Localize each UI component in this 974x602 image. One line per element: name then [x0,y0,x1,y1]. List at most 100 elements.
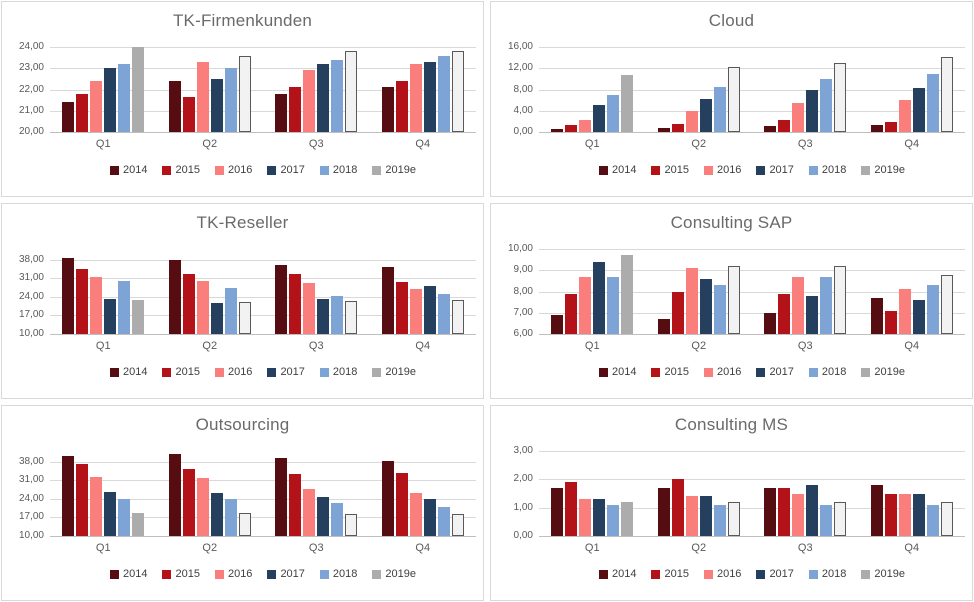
bar-q4-2019e [940,274,953,334]
x-axis-label-q3: Q3 [308,340,324,352]
chart-title: Consulting SAP [670,213,793,232]
bar-q3-2019e [345,514,358,536]
x-axis-labels: Q1 Q2 Q3 Q4 [539,542,965,554]
legend-item-2015: 2015 [651,568,689,580]
y-axis-labels: 38,00 31,00 24,00 17,00 10,00 [2,451,44,540]
bar-q2-2015 [182,96,195,132]
bar-q1-2019e [621,502,634,536]
bar-q2-2019e [238,55,251,132]
bar-q4-2014 [381,461,394,536]
bar-q2-2015 [182,468,195,536]
legend-swatch-2018 [808,165,818,175]
bar-group-q4 [859,47,966,132]
legend-swatch-2019e [861,165,871,175]
bar-q2-2018 [224,288,237,334]
x-axis-label-q1: Q1 [95,542,111,554]
y-axis-tick-label: 8,00 [513,285,533,297]
bar-q3-2019e [834,62,847,132]
legend-item-2014: 2014 [598,568,636,580]
bar-q2-2014 [657,487,670,536]
x-axis-labels: Q1 Q2 Q3 Q4 [539,340,965,352]
bar-q4-2017 [912,300,925,334]
chart-title: Cloud [708,11,755,30]
legend-swatch-2014 [109,165,119,175]
bar-q1-2019e [132,512,145,536]
legend-item-2017: 2017 [756,366,794,378]
legend-item-2019e: 2019e [861,164,905,176]
bar-q1-2016 [579,276,592,334]
bar-group-q3 [752,47,859,132]
legend-label-2014: 2014 [611,366,637,378]
gridline [50,498,476,500]
bar-q2-2017 [699,278,712,334]
bar-q3-2014 [764,125,777,132]
bar-q3-2018 [331,295,344,334]
bar-group-q2 [646,249,753,334]
bar-q1-2014 [62,456,75,536]
x-axis-label-q2: Q2 [202,340,218,352]
legend-label-2016: 2016 [227,568,253,580]
gridline [539,68,965,70]
bar-q1-2017 [104,298,117,334]
bar-q3-2014 [275,93,288,132]
bar-q1-2019e [132,47,145,132]
bar-q3-2016 [792,102,805,132]
legend-swatch-2015 [162,367,172,377]
legend-label-2016: 2016 [716,366,742,378]
y-axis-tick-label: 24,00 [18,492,44,504]
gridline [50,461,476,463]
bar-q1-2015 [76,463,89,536]
bar-q1-2014 [551,128,564,132]
bar-group-q4 [859,249,966,334]
bar-q4-2017 [423,498,436,536]
legend-item-2014: 2014 [109,366,147,378]
bar-q2-2016 [196,477,209,536]
bar-q3-2015 [778,487,791,536]
bar-q2-2016 [685,111,698,132]
legend-swatch-2018 [319,569,329,579]
bar-q2-2017 [210,302,223,334]
legend-label-2019e: 2019e [874,164,905,176]
bar-q3-2015 [289,274,302,334]
bar-q3-2015 [778,293,791,334]
legend-label-2018: 2018 [332,164,358,176]
legend-swatch-2018 [319,165,329,175]
legend-item-2017: 2017 [267,366,305,378]
legend-swatch-2019e [372,569,382,579]
legend-item-2014: 2014 [598,164,636,176]
bar-q2-2018 [713,86,726,132]
bar-q4-2016 [409,493,422,536]
bar-q4-2016 [898,99,911,132]
bar-group-q1 [50,47,157,132]
bar-q3-2014 [764,487,777,536]
bar-q4-2015 [395,81,408,132]
bar-group-q3 [263,249,370,334]
bar-group-q2 [646,451,753,536]
bar-q3-2017 [317,64,330,132]
legend-swatch-2015 [162,165,172,175]
legend-item-2019e: 2019e [861,568,905,580]
y-axis-tick-label: 17,00 [18,511,44,523]
bar-group-q2 [157,47,264,132]
bar-q1-2015 [76,268,89,334]
bar-group-q1 [50,451,157,536]
x-axis-labels: Q1 Q2 Q3 Q4 [50,138,476,150]
bar-q1-2014 [551,314,564,334]
bar-q3-2016 [792,276,805,334]
bar-group-q2 [157,249,264,334]
bar-q2-2017 [210,492,223,536]
y-axis-labels: 16,00 12,00 8,00 4,00 0,00 [491,42,533,137]
bar-q1-2017 [593,104,606,132]
gridline [50,68,476,70]
legend-item-2019e: 2019e [372,568,416,580]
bar-q2-2019e [238,513,251,536]
legend-swatch-2015 [651,165,661,175]
bar-q3-2019e [834,502,847,536]
legend-item-2016: 2016 [703,568,741,580]
bar-q4-2019e [451,299,464,334]
legend-label-2016: 2016 [227,164,253,176]
bar-group-q4 [859,451,966,536]
bar-q3-2015 [778,119,791,132]
legend-swatch-2017 [267,569,277,579]
bar-q2-2018 [713,504,726,536]
